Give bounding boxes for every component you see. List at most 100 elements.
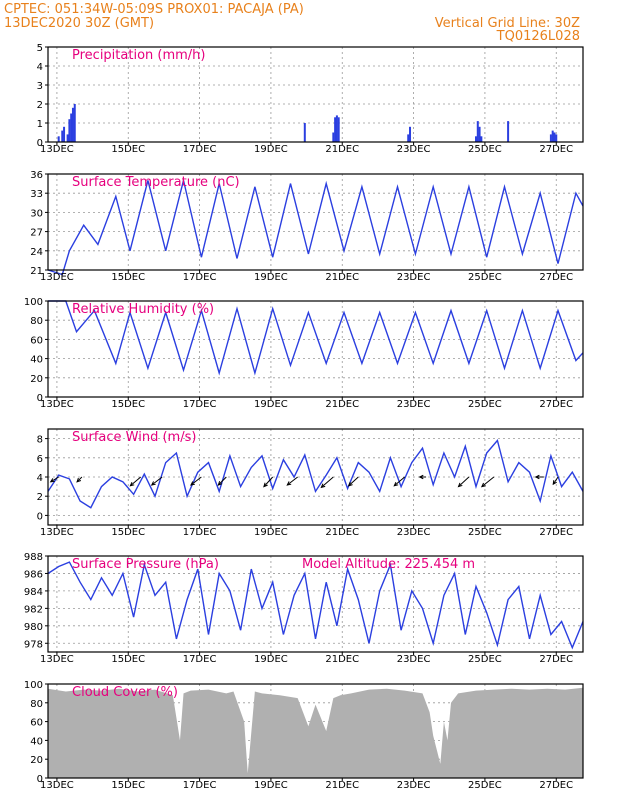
precip-bar bbox=[71, 107, 74, 142]
temperature-xtick-label: 27DEC bbox=[539, 272, 573, 283]
header-model: TQ0126L028 bbox=[496, 29, 580, 44]
wind-xtick-label: 27DEC bbox=[539, 527, 573, 538]
wind-xtick-label: 17DEC bbox=[183, 527, 217, 538]
precipitation-xtick-label: 17DEC bbox=[183, 144, 217, 155]
wind-arrowhead bbox=[418, 474, 424, 480]
humidity-xtick-label: 21DEC bbox=[325, 399, 359, 410]
pressure-xtick-label: 17DEC bbox=[183, 654, 217, 665]
wind-ytick-label: 0 bbox=[37, 511, 43, 522]
wind-arrowhead bbox=[263, 482, 268, 488]
wind-arrowhead bbox=[534, 474, 540, 480]
humidity-xtick-label: 27DEC bbox=[539, 399, 573, 410]
humidity-ytick-label: 0 bbox=[37, 393, 43, 404]
wind-xtick-label: 13DEC bbox=[40, 527, 74, 538]
cloud-cover-xtick-label: 21DEC bbox=[325, 780, 359, 791]
wind-vector bbox=[49, 476, 59, 483]
precipitation-ytick-label: 1 bbox=[37, 119, 43, 130]
precip-bar bbox=[70, 113, 73, 142]
cloud-cover-ytick-label: 80 bbox=[30, 699, 43, 710]
temperature-title: Surface Temperature (nC) bbox=[72, 175, 240, 190]
wind-ytick-label: 6 bbox=[37, 454, 43, 465]
wind-xtick-label: 15DEC bbox=[111, 527, 145, 538]
precipitation-xtick-label: 21DEC bbox=[325, 144, 359, 155]
precip-bar bbox=[57, 136, 60, 142]
pressure-frame bbox=[47, 555, 584, 653]
wind-vector bbox=[418, 474, 427, 480]
wind-xtick-label: 25DEC bbox=[468, 527, 502, 538]
precip-bar bbox=[407, 134, 410, 142]
header-grid-line: Vertical Grid Line: 30Z bbox=[435, 16, 580, 31]
chart-panels: 0 1 2 3 4 5 13DEC 15DEC 17DEC 19DEC 21DEC 23DEC 25DE… bbox=[24, 43, 584, 791]
wind-shaft bbox=[151, 476, 163, 486]
pressure-annotation: Model Altitude: 225.454 m bbox=[302, 557, 475, 572]
precip-bar bbox=[334, 117, 337, 142]
wind-vector bbox=[534, 474, 544, 480]
pressure-xtick-label: 23DEC bbox=[397, 654, 431, 665]
precipitation-xtick-label: 23DEC bbox=[397, 144, 431, 155]
wind-ytick-label: 8 bbox=[37, 435, 43, 446]
wind-arrowhead bbox=[286, 481, 292, 486]
humidity-xtick-label: 17DEC bbox=[183, 399, 217, 410]
pressure-title: Surface Pressure (hPa) bbox=[72, 557, 219, 572]
temperature-xtick-label: 13DEC bbox=[40, 272, 74, 283]
wind-vector bbox=[457, 476, 470, 488]
precip-bar bbox=[332, 132, 335, 142]
wind-xtick-label: 19DEC bbox=[254, 527, 288, 538]
pressure-xtick-label: 21DEC bbox=[325, 654, 359, 665]
pressure-ytick-label: 988 bbox=[24, 552, 43, 563]
wind-shaft bbox=[552, 476, 559, 485]
precipitation-ytick-label: 4 bbox=[37, 62, 43, 73]
pressure-ytick-label: 986 bbox=[24, 569, 43, 580]
precipitation-ytick-label: 0 bbox=[37, 138, 43, 149]
wind-vector bbox=[480, 476, 495, 488]
pressure-ytick-label: 980 bbox=[24, 622, 43, 633]
wind-vector bbox=[320, 476, 334, 489]
header-run-time: 13DEC2020 30Z (GMT) bbox=[4, 16, 154, 31]
wind-shaft bbox=[217, 476, 227, 486]
temperature-ytick-label: 30 bbox=[30, 208, 43, 219]
precip-bar bbox=[66, 134, 69, 142]
wind-shaft bbox=[458, 476, 470, 487]
wind-arrowhead bbox=[76, 477, 82, 483]
panel-precipitation: 0 1 2 3 4 5 13DEC 15DEC 17DEC 19DEC 21DEC 23DEC 25DE… bbox=[37, 43, 584, 155]
wind-arrowhead bbox=[217, 481, 223, 486]
precipitation-ytick-label: 5 bbox=[37, 43, 43, 54]
cloud-cover-title: Cloud Cover (%) bbox=[72, 685, 178, 700]
precip-bar bbox=[335, 115, 338, 142]
precipitation-frame bbox=[47, 46, 584, 143]
wind-vector bbox=[286, 476, 298, 486]
precipitation-xtick-label: 27DEC bbox=[539, 144, 573, 155]
panel-cloud-cover: 0 20 40 60 80 100 13DEC 15DEC 17DEC 19DEC 21DEC 23D… bbox=[24, 680, 584, 791]
panel-wind: 0 2 4 6 8 13DEC 15DEC 17DEC 19DEC 21DEC 23DEC 25DEC… bbox=[37, 428, 584, 538]
cloud-cover-xtick-label: 17DEC bbox=[183, 780, 217, 791]
wind-arrowhead bbox=[480, 482, 486, 488]
wind-shaft bbox=[130, 476, 142, 487]
wind-arrowhead bbox=[190, 481, 195, 486]
precip-bar bbox=[68, 119, 71, 142]
precipitation-xtick-label: 15DEC bbox=[111, 144, 145, 155]
pressure-xtick-label: 27DEC bbox=[539, 654, 573, 665]
wind-arrowhead bbox=[49, 478, 55, 483]
pressure-xtick-label: 15DEC bbox=[111, 654, 145, 665]
precip-bar bbox=[475, 136, 477, 142]
wind-shaft bbox=[50, 476, 59, 483]
wind-shaft bbox=[481, 476, 495, 487]
humidity-title: Relative Humidity (%) bbox=[72, 302, 214, 317]
humidity-line bbox=[48, 300, 584, 376]
wind-vector bbox=[347, 476, 359, 487]
wind-line bbox=[47, 439, 584, 509]
wind-vector bbox=[150, 476, 163, 486]
wind-shaft bbox=[286, 476, 298, 486]
precipitation-xtick-label: 19DEC bbox=[254, 144, 288, 155]
wind-ytick-label: 4 bbox=[37, 473, 43, 484]
panel-temperature: 21 24 27 30 33 36 13DEC 15DEC 17DEC 19DEC 21DEC 23D… bbox=[30, 170, 584, 283]
pressure-line bbox=[47, 561, 584, 650]
wind-shaft bbox=[393, 476, 405, 487]
precipitation-ytick-label: 2 bbox=[37, 100, 43, 111]
wind-vector bbox=[393, 476, 405, 487]
wind-vector bbox=[217, 476, 227, 486]
cloud-cover-xtick-label: 13DEC bbox=[40, 780, 74, 791]
temperature-ytick-label: 24 bbox=[30, 247, 43, 258]
precip-bar bbox=[409, 126, 412, 142]
